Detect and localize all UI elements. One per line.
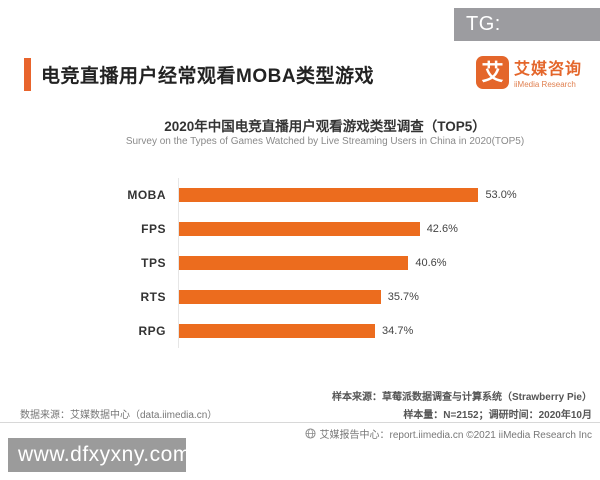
tg-watermark-badge: TG: MYYJJPP [454, 8, 600, 68]
value-label: 42.6% [426, 223, 458, 235]
value-label: 34.7% [382, 325, 414, 337]
footer-divider [0, 422, 600, 423]
bar-row-moba: MOBA 53.0% [48, 178, 588, 212]
bar-track: 34.7% [178, 314, 518, 348]
bar [179, 324, 376, 338]
value-label: 35.7% [387, 291, 419, 303]
bar [179, 188, 479, 202]
category-label: RTS [140, 290, 166, 304]
bar-row-tps: TPS 40.6% [48, 246, 588, 280]
bar [179, 256, 409, 270]
category-label: TPS [141, 256, 166, 270]
header: 电竞直播用户经常观看MOBA类型游戏 艾 艾媒咨询 iiMedia Resear… [24, 55, 590, 93]
footer-text: 艾媒报告中心：report.iimedia.cn ©2021 iiMedia R… [319, 430, 592, 441]
category-label: RPG [138, 324, 166, 338]
logo-name-en: iiMedia Research [513, 80, 576, 89]
chart-title: 2020年中国电竞直播用户观看游戏类型调查（TOP5） [164, 119, 486, 134]
note-sample-source: 样本来源：草莓派数据调查与计算系统（Strawberry Pie） [331, 392, 592, 403]
category-label: MOBA [127, 188, 166, 202]
imedia-logo: 艾 艾媒咨询 iiMedia Research [475, 55, 582, 89]
imedia-logo-icon: 艾 [475, 55, 509, 89]
bar-chart: MOBA 53.0% FPS 42.6% TPS 40.6% RTS 35.7% RPG 34.7… [48, 178, 588, 348]
bar-track: 35.7% [178, 280, 518, 314]
title-accent-bar [24, 57, 31, 91]
bar-track: 40.6% [178, 246, 518, 280]
category-label: FPS [141, 222, 166, 236]
bar-row-rpg: RPG 34.7% [48, 314, 588, 348]
value-label: 40.6% [415, 257, 447, 269]
footer: 艾媒报告中心：report.iimedia.cn ©2021 iiMedia R… [304, 426, 592, 441]
bar-track: 53.0% [178, 178, 518, 212]
imedia-logo-text: 艾媒咨询 iiMedia Research [514, 55, 582, 89]
page-title: 电竞直播用户经常观看MOBA类型游戏 [41, 65, 375, 87]
bar-track: 42.6% [178, 212, 518, 246]
bar-row-rts: RTS 35.7% [48, 280, 588, 314]
logo-name-cn: 艾媒咨询 [513, 61, 582, 78]
bar [179, 290, 381, 304]
bar-row-fps: FPS 42.6% [48, 212, 588, 246]
site-watermark: www.dfxyxny.com [8, 438, 190, 472]
globe-icon [304, 428, 316, 439]
bar [179, 222, 420, 236]
chart-subtitle: Survey on the Types of Games Watched by … [125, 136, 525, 147]
value-label: 53.0% [485, 189, 517, 201]
note-data-source: 数据来源：艾媒数据中心（data.iimedia.cn） [20, 410, 218, 421]
note-sample-size: 样本量：N=2152；调研时间：2020年10月 [403, 410, 592, 421]
